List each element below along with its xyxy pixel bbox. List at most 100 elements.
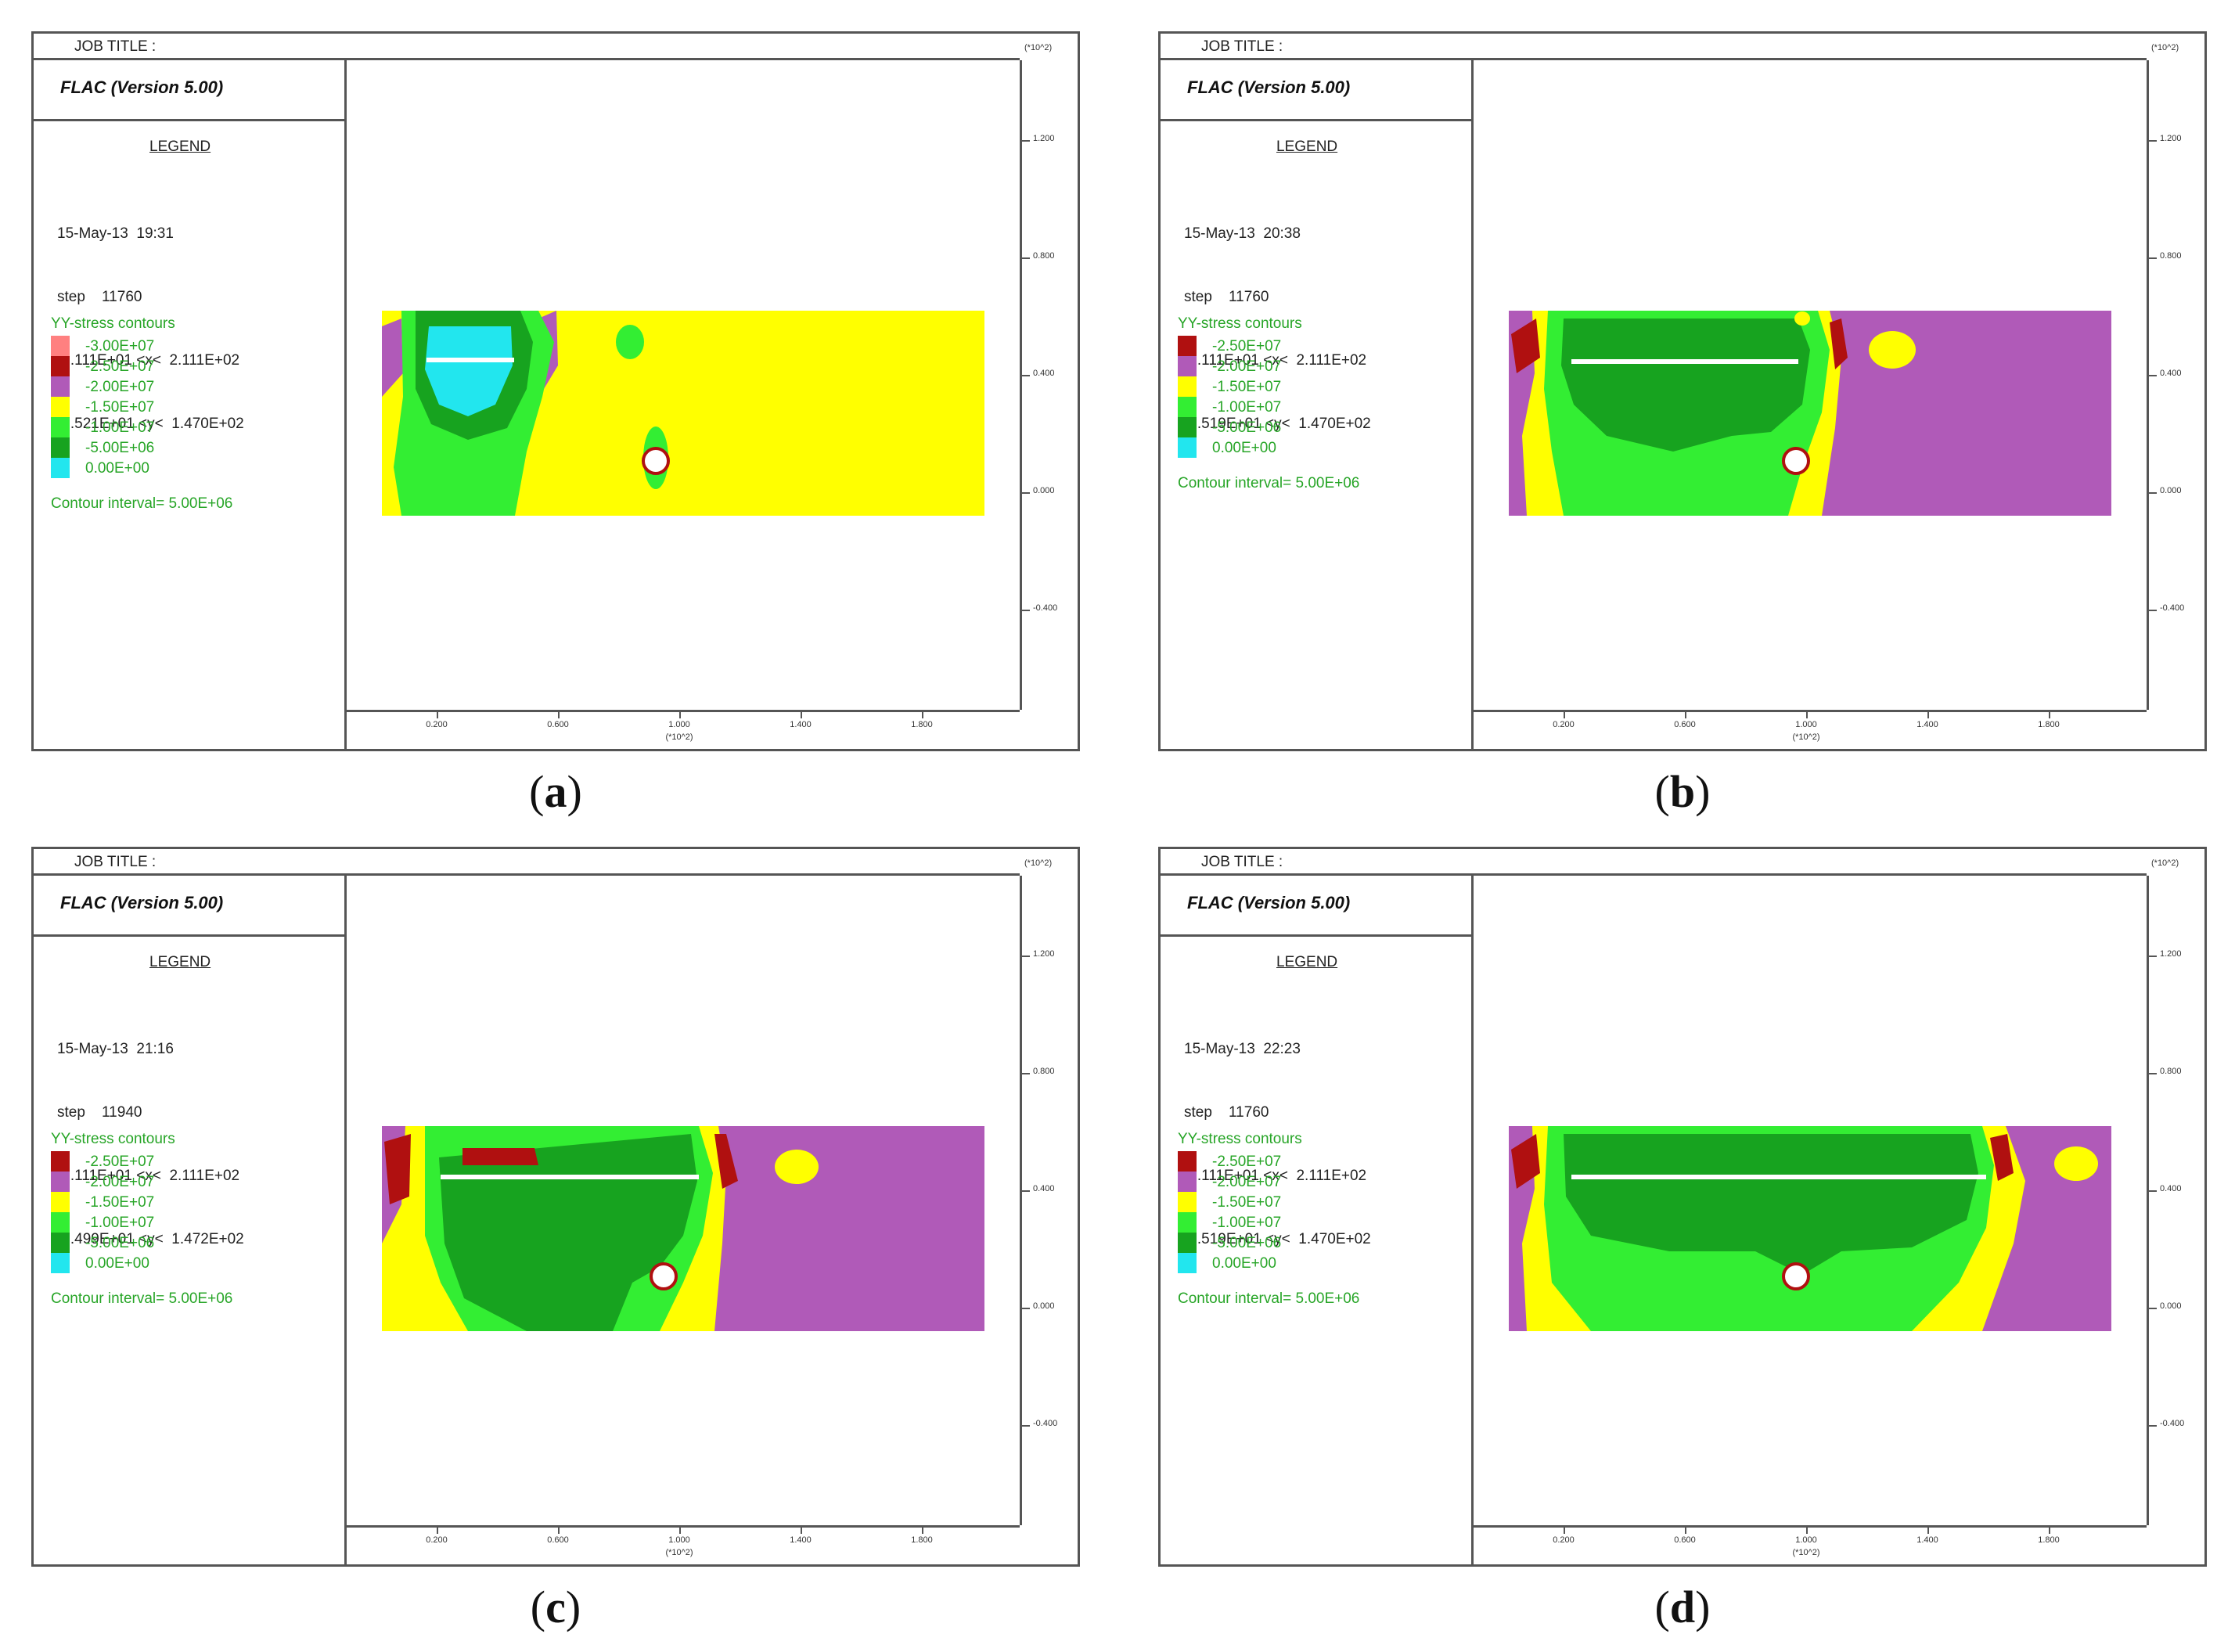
contour-interval: Contour interval= 5.00E+06 xyxy=(1178,1290,1360,1307)
y-tick xyxy=(1022,1073,1030,1074)
job-title: JOB TITLE : xyxy=(1201,854,1283,870)
contour-plot-svg xyxy=(1509,311,2111,516)
contour-label: -1.50E+07 xyxy=(1212,379,1282,395)
contour-plot xyxy=(347,60,1020,710)
roadway-line xyxy=(426,358,514,362)
y-tick xyxy=(1022,610,1030,611)
bottom-x-axis: 0.200 0.600 1.000 1.400 1.800 (*10^2) xyxy=(1474,1525,2147,1564)
contour-swatch xyxy=(51,1192,70,1212)
right-y-axis: 1.200 0.800 0.400 0.000 -0.400 xyxy=(2147,60,2209,710)
y-tick-label: -0.400 xyxy=(1033,603,1058,613)
contour-interval: Contour interval= 5.00E+06 xyxy=(1178,475,1360,491)
region-dark-red-right xyxy=(714,1134,738,1189)
y-tick-label: 1.200 xyxy=(1033,134,1055,143)
region-dark-green xyxy=(1564,1134,1978,1275)
x-tick xyxy=(1685,712,1686,718)
contour-swatch xyxy=(1178,397,1197,417)
y-tick-label: 0.800 xyxy=(2160,1067,2182,1076)
y-tick xyxy=(2149,492,2157,494)
region-yellow-patch xyxy=(2054,1146,2098,1181)
flac-title: FLAC (Version 5.00) xyxy=(60,893,224,912)
x-tick xyxy=(801,712,802,718)
contour-label: -2.00E+07 xyxy=(85,1174,155,1190)
y-tick-label: 0.800 xyxy=(2160,251,2182,261)
contour-swatch xyxy=(51,458,70,478)
legend-heading: LEGEND xyxy=(1276,139,1338,155)
y-tick xyxy=(1022,956,1030,957)
region-magenta-left xyxy=(382,319,403,397)
y-tick-label: 1.200 xyxy=(2160,949,2182,959)
contour-swatch xyxy=(51,336,70,356)
legend-meta: 15-May-13 19:31 step 11760 -1.111E+01 <x… xyxy=(57,181,244,477)
job-title-bar: JOB TITLE : xyxy=(1161,34,2147,60)
contour-plot-svg xyxy=(382,311,984,516)
x-tick xyxy=(922,1528,923,1534)
x-tick-label: 1.800 xyxy=(911,720,933,729)
contour-title: YY-stress contours xyxy=(51,1131,175,1147)
y-scale-note: (*10^2) xyxy=(2151,858,2179,868)
x-tick-label: 1.800 xyxy=(911,1535,933,1545)
flac-title: FLAC (Version 5.00) xyxy=(60,77,224,97)
right-y-axis: 1.200 0.800 0.400 0.000 -0.400 xyxy=(1020,60,1082,710)
legend-heading: LEGEND xyxy=(149,954,211,970)
x-tick xyxy=(1564,712,1565,718)
job-title: JOB TITLE : xyxy=(74,38,157,55)
contour-label: -2.50E+07 xyxy=(1212,1154,1282,1170)
contour-label: -1.00E+07 xyxy=(85,1215,155,1231)
y-scale-note: (*10^2) xyxy=(1024,43,1053,52)
contour-swatch xyxy=(51,1233,70,1253)
y-tick xyxy=(2149,1190,2157,1192)
contour-label: -1.50E+07 xyxy=(1212,1194,1282,1211)
contour-swatch xyxy=(1178,1172,1197,1192)
x-tick-label: 1.000 xyxy=(668,720,690,729)
flac-title-box: FLAC (Version 5.00) xyxy=(34,876,344,937)
legend-meta: 15-May-13 21:16 step 11940 -1.111E+01 <x… xyxy=(57,996,244,1292)
job-title-bar: JOB TITLE : xyxy=(34,34,1020,60)
tunnel-opening xyxy=(1782,447,1810,475)
y-tick xyxy=(1022,140,1030,142)
contour-label: -2.00E+07 xyxy=(1212,1174,1282,1190)
y-tick-label: 0.400 xyxy=(2160,369,2182,378)
contour-title: YY-stress contours xyxy=(1178,315,1302,332)
x-tick xyxy=(1806,712,1808,718)
x-tick-label: 1.400 xyxy=(790,1535,812,1545)
y-tick xyxy=(1022,375,1030,376)
region-yellow-patch xyxy=(1869,331,1916,369)
x-tick xyxy=(558,1528,560,1534)
y-tick-label: 0.400 xyxy=(1033,1184,1055,1193)
y-tick xyxy=(2149,257,2157,259)
x-tick xyxy=(679,712,681,718)
contour-label: 0.00E+00 xyxy=(85,460,149,477)
contour-label: -2.00E+07 xyxy=(85,379,155,395)
contour-label: -1.50E+07 xyxy=(85,399,155,416)
caption-letter: a xyxy=(544,766,567,817)
contour-swatch xyxy=(1178,417,1197,437)
y-tick xyxy=(2149,610,2157,611)
step-line: step 11760 xyxy=(57,289,142,305)
x-tick xyxy=(558,712,560,718)
x-tick xyxy=(2049,712,2050,718)
contour-swatch xyxy=(51,417,70,437)
job-title: JOB TITLE : xyxy=(74,854,157,870)
contour-swatch xyxy=(51,1212,70,1233)
region-dark-red-right xyxy=(1830,319,1848,369)
y-tick xyxy=(2149,1308,2157,1309)
y-tick-label: 0.800 xyxy=(1033,1067,1055,1076)
region-dark-green xyxy=(439,1134,697,1331)
contour-plot xyxy=(1474,60,2147,710)
caption-d: (d) xyxy=(1654,1582,1711,1632)
tunnel-opening xyxy=(650,1262,678,1290)
legend-heading: LEGEND xyxy=(149,139,211,155)
contour-label: 0.00E+00 xyxy=(1212,1255,1276,1272)
y-tick xyxy=(2149,1425,2157,1427)
contour-label: -2.00E+07 xyxy=(1212,358,1282,375)
caption-letter: d xyxy=(1669,1582,1696,1632)
caption-a: (a) xyxy=(529,766,582,817)
y-tick-label: 0.800 xyxy=(1033,251,1055,261)
flac-title: FLAC (Version 5.00) xyxy=(1187,893,1351,912)
contour-label: -5.00E+06 xyxy=(85,1235,155,1251)
contour-label: -2.50E+07 xyxy=(85,1154,155,1170)
y-tick xyxy=(1022,1308,1030,1309)
x-tick-label: 0.200 xyxy=(426,720,448,729)
y-tick xyxy=(1022,1190,1030,1192)
